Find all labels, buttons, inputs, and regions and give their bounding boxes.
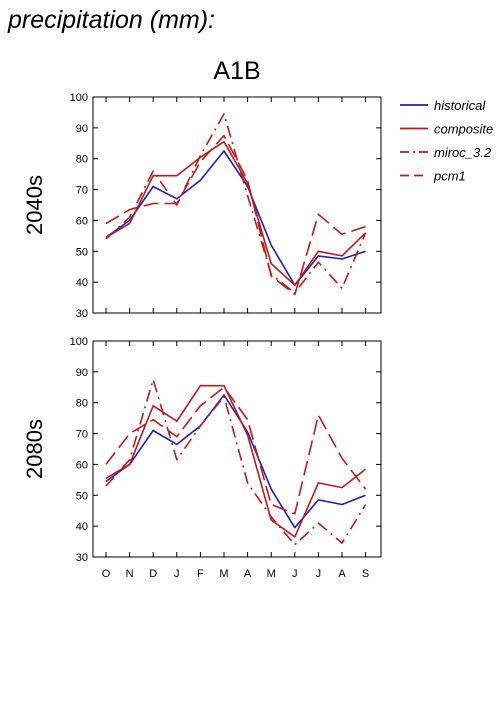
legend-label-historical: historical bbox=[434, 98, 486, 113]
panel-1-ytick-label-30: 30 bbox=[76, 308, 88, 320]
panel-2-ytick-label-40: 40 bbox=[76, 521, 88, 533]
panel-2-series-miroc-3-2 bbox=[105, 378, 367, 546]
x-label-3: J bbox=[174, 568, 180, 580]
panel-1-frame bbox=[92, 96, 382, 314]
panel-2-series-historical bbox=[105, 394, 366, 529]
x-label-8: J bbox=[292, 568, 298, 580]
panel-1-series-pcm1 bbox=[105, 134, 366, 296]
x-label-7: M bbox=[267, 568, 276, 580]
panel-1-ytick-label-100: 100 bbox=[70, 92, 88, 104]
panel-1-ytick-label-70: 70 bbox=[76, 185, 88, 197]
panel-1-ytick-label-60: 60 bbox=[76, 215, 88, 227]
panel-1-row-label: 2040s bbox=[22, 175, 47, 235]
x-label-9: J bbox=[316, 568, 322, 580]
x-label-4: F bbox=[197, 568, 204, 580]
panel-2-frame bbox=[92, 340, 382, 558]
x-label-11: S bbox=[362, 568, 369, 580]
x-label-2: D bbox=[149, 568, 157, 580]
panel-2-series-composite bbox=[105, 384, 367, 538]
panel-1-series-historical bbox=[105, 150, 366, 287]
panel-1-ytick-label-50: 50 bbox=[76, 246, 88, 258]
chart-title: A1B bbox=[213, 57, 260, 85]
legend-label-composite: composite bbox=[434, 122, 493, 137]
legend-label-miroc-3-2: miroc_3.2 bbox=[434, 145, 492, 160]
x-label-1: N bbox=[126, 568, 134, 580]
panel-1-series-composite bbox=[105, 140, 367, 287]
panel-2-series-pcm1 bbox=[105, 386, 367, 515]
x-label-5: M bbox=[219, 568, 228, 580]
panel-2-ytick-label-50: 50 bbox=[76, 490, 88, 502]
panel-2-ytick-label-30: 30 bbox=[76, 552, 88, 564]
panel-2-row-label: 2080s bbox=[22, 419, 47, 479]
panel-2-ytick-label-80: 80 bbox=[76, 398, 88, 410]
panel-2-ytick-label-60: 60 bbox=[76, 459, 88, 471]
x-label-10: A bbox=[338, 568, 346, 580]
panel-1-series-miroc-3-2 bbox=[105, 113, 367, 294]
panel-1-ytick-label-90: 90 bbox=[76, 123, 88, 135]
panel-1-ytick-label-40: 40 bbox=[76, 277, 88, 289]
legend-label-pcm1: pcm1 bbox=[433, 169, 466, 184]
x-label-6: A bbox=[244, 568, 252, 580]
panel-1-ytick-label-80: 80 bbox=[76, 154, 88, 166]
panel-2-ytick-label-100: 100 bbox=[70, 336, 88, 348]
page-title: precipitation (mm): bbox=[8, 6, 215, 34]
x-label-0: O bbox=[102, 568, 111, 580]
panel-2-ytick-label-70: 70 bbox=[76, 429, 88, 441]
panel-2-ytick-label-90: 90 bbox=[76, 367, 88, 379]
